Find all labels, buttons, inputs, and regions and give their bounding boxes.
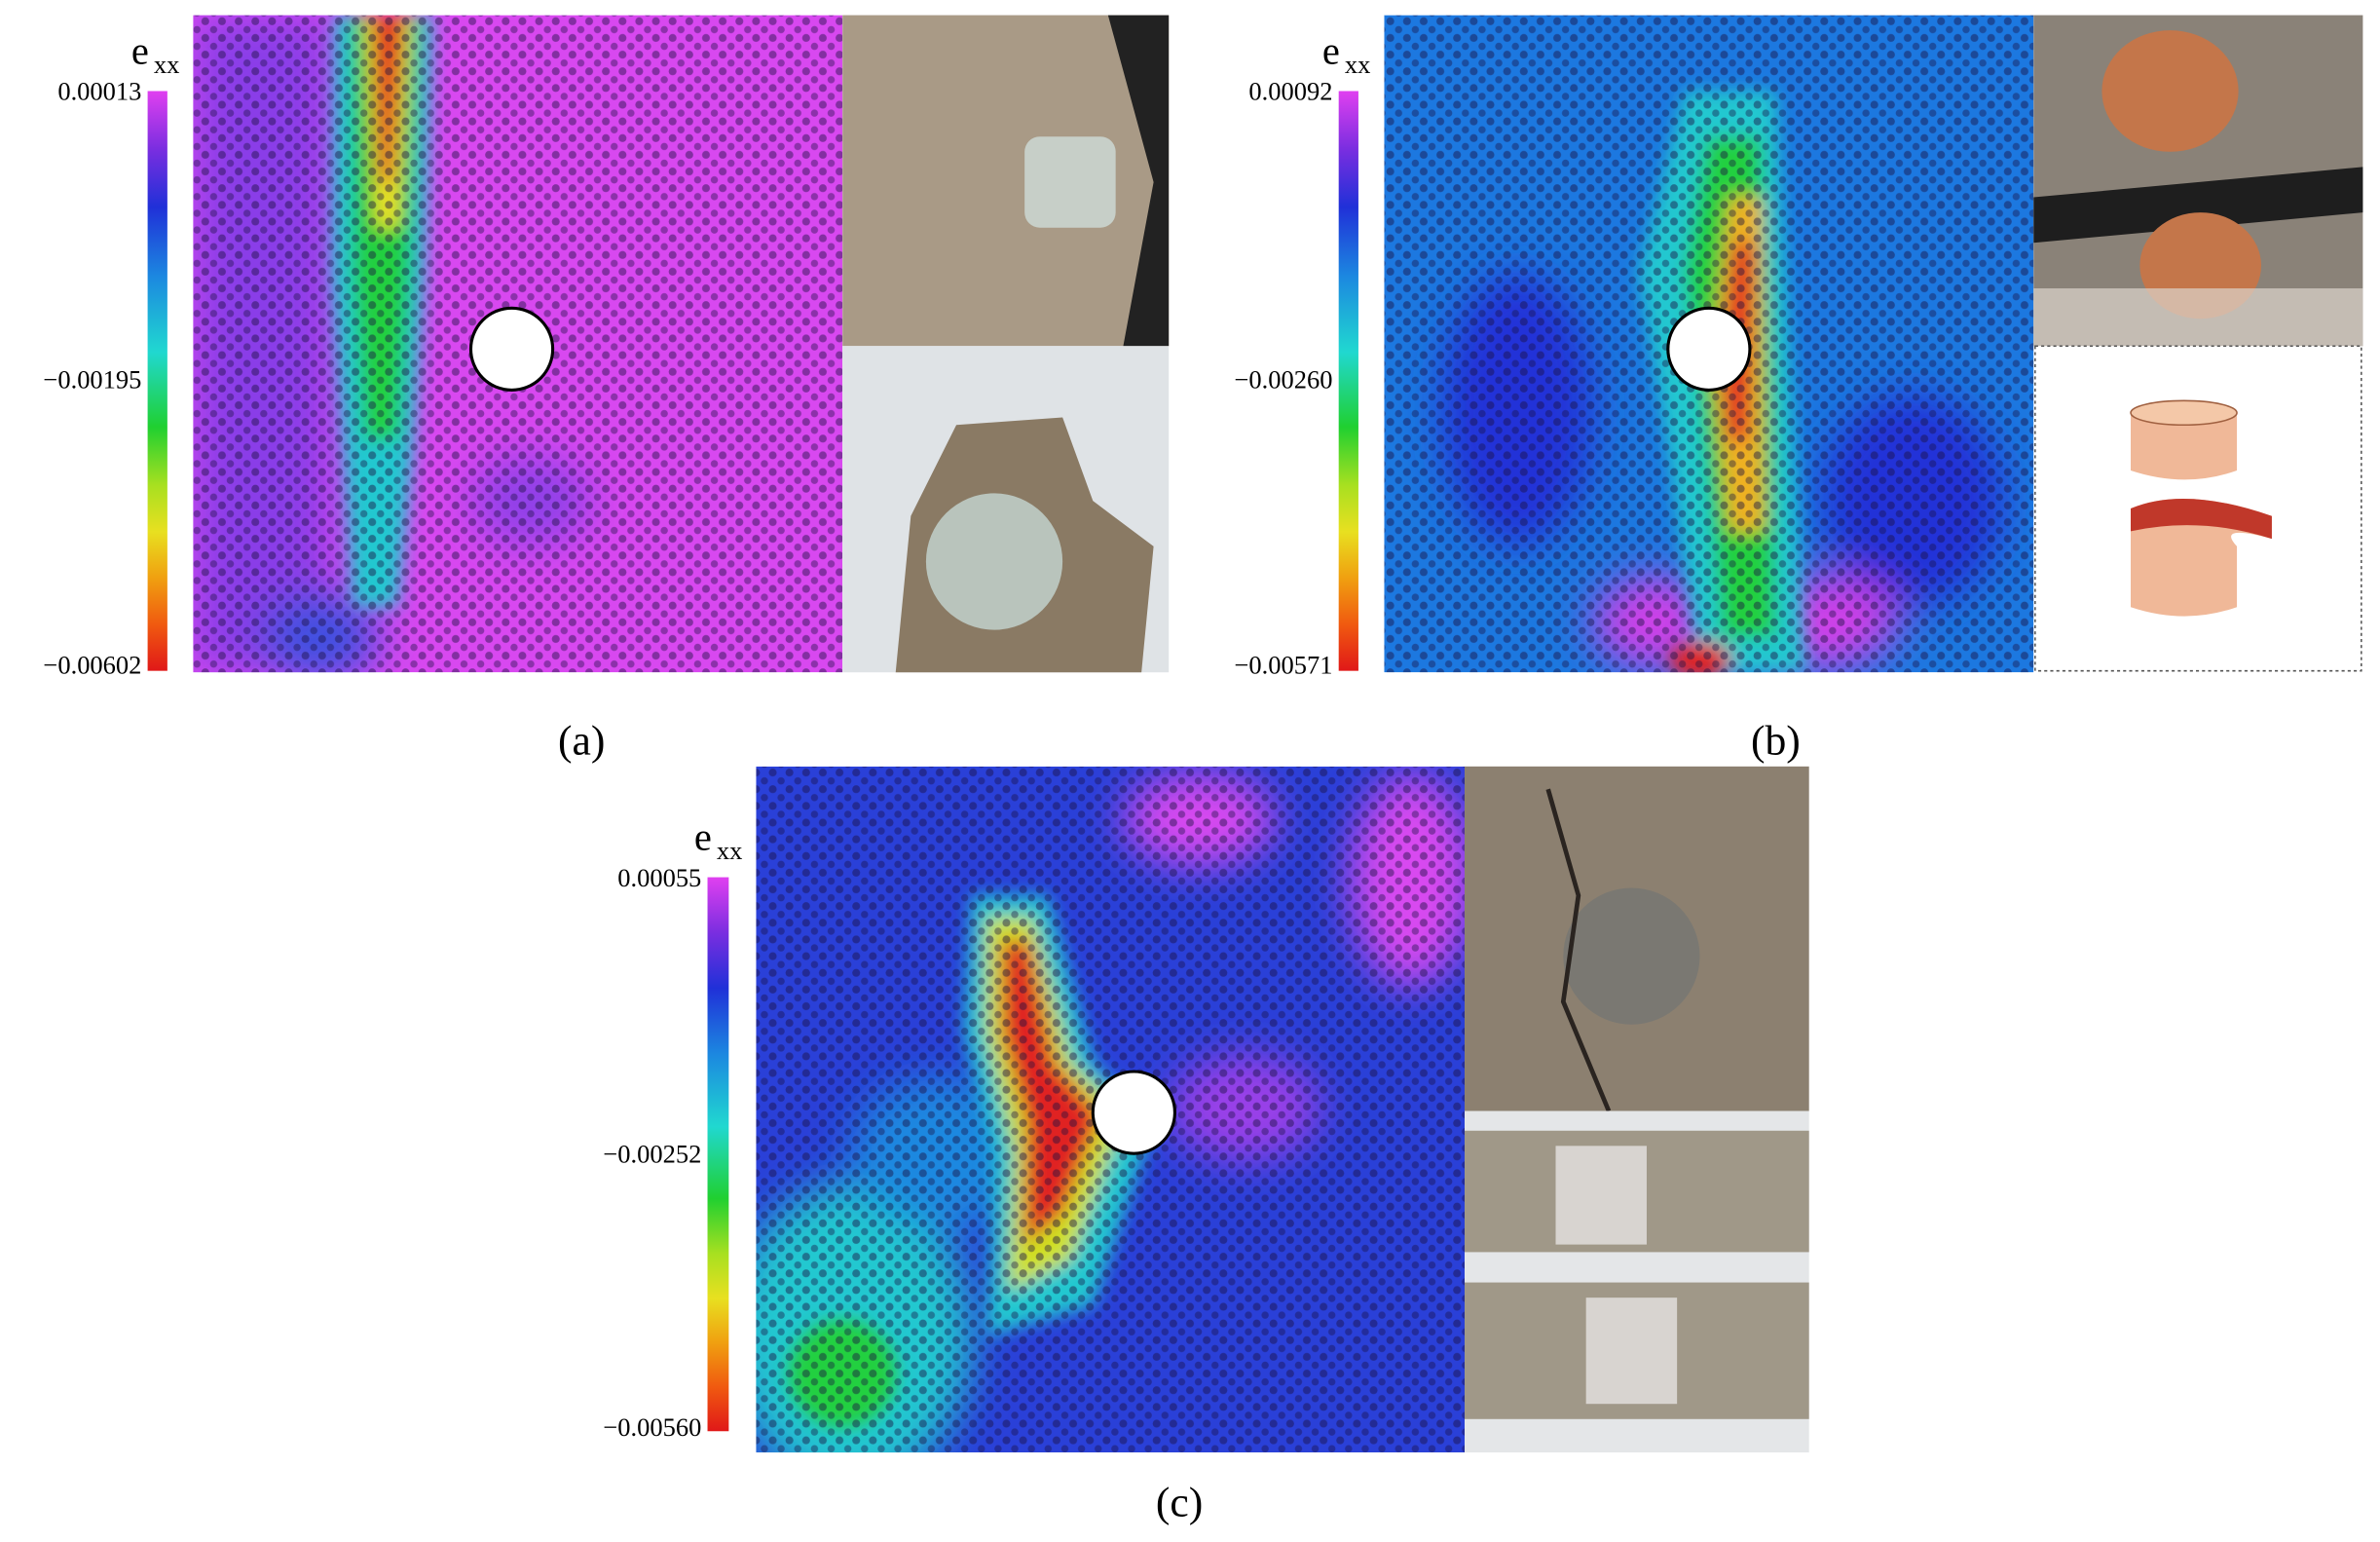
panel-c: e xx 0.00055 −0.00252 −0.00560 (c) bbox=[603, 766, 1809, 1526]
colorbar-symbol: e bbox=[131, 28, 149, 72]
colorbar-subscript: xx bbox=[154, 50, 179, 79]
colorbar bbox=[147, 91, 167, 671]
colorbar-tick: −0.00195 bbox=[43, 365, 141, 395]
colorbar-tick: −0.00602 bbox=[43, 651, 141, 680]
panel-b: e xx 0.00092 −0.00260 −0.00571 (b) bbox=[1235, 15, 2363, 764]
colorbar-tick: −0.00260 bbox=[1235, 365, 1333, 395]
colorbar-tick: −0.00571 bbox=[1235, 651, 1333, 680]
strain-map bbox=[193, 15, 843, 673]
colorbar-subscript: xx bbox=[717, 836, 742, 865]
colorbar-tick: 0.00055 bbox=[617, 863, 701, 892]
colorbar-tick: −0.00560 bbox=[603, 1412, 701, 1442]
photo bbox=[842, 15, 1170, 347]
panel-label: (c) bbox=[1156, 1480, 1203, 1526]
colorbar-subscript: xx bbox=[1345, 50, 1370, 79]
colorbar bbox=[707, 877, 729, 1432]
colorbar bbox=[1338, 91, 1358, 671]
colorbar-symbol: e bbox=[694, 815, 712, 859]
colorbar-tick: 0.00013 bbox=[57, 77, 141, 106]
colorbar-tick: 0.00092 bbox=[1248, 77, 1332, 106]
panel-label: (b) bbox=[1751, 717, 1801, 764]
colorbar-symbol: e bbox=[1322, 28, 1340, 72]
panel-a: e xx 0.00013 −0.00195 −0.00602 (a) bbox=[43, 15, 1170, 764]
panel-label: (a) bbox=[558, 717, 605, 764]
colorbar-tick: −0.00252 bbox=[603, 1139, 701, 1168]
